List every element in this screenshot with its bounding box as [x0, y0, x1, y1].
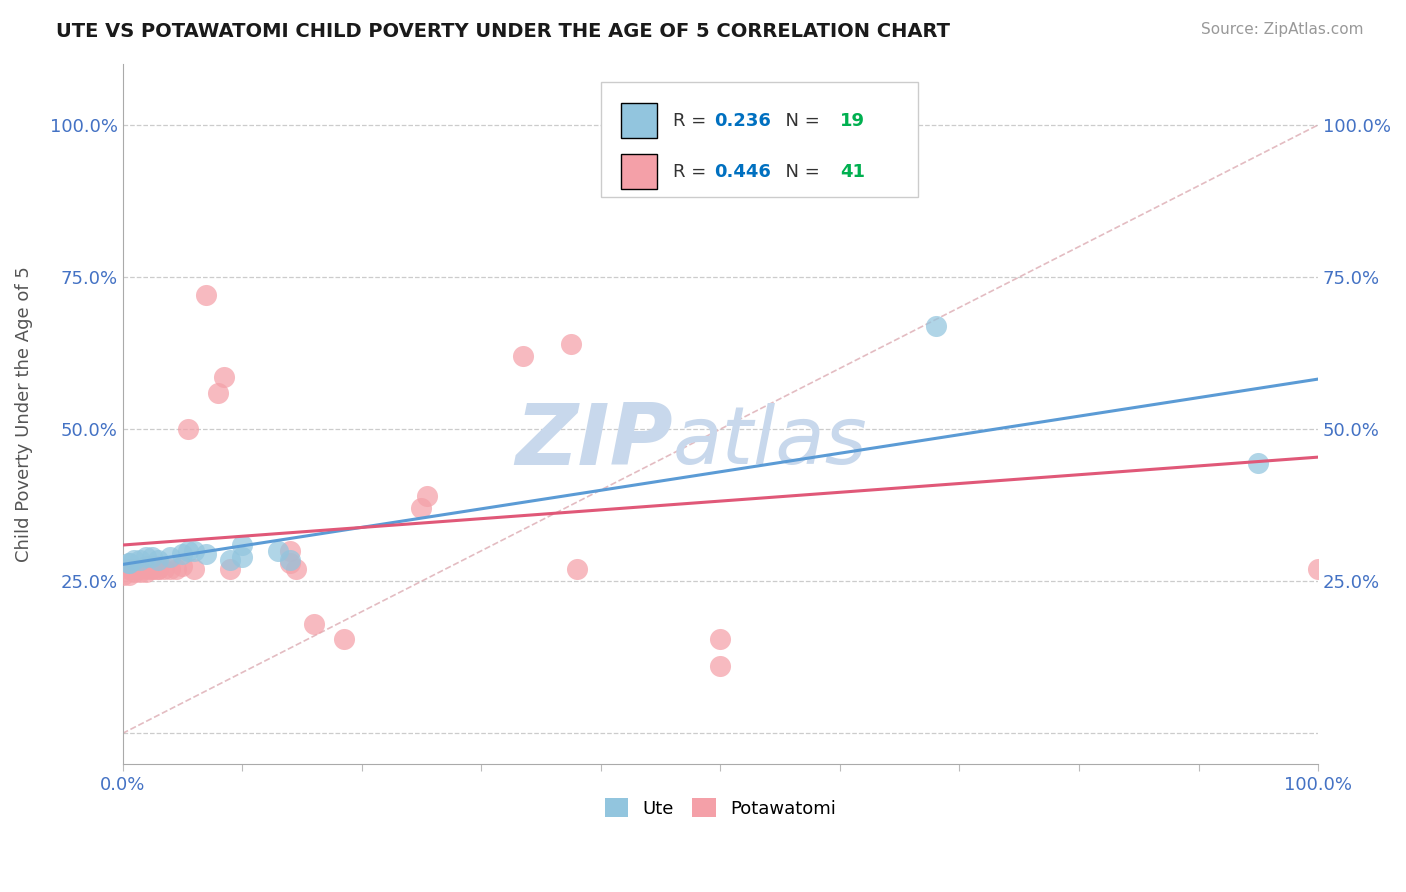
Text: 41: 41	[839, 163, 865, 181]
Point	[148, 559, 170, 574]
Point	[302, 616, 325, 631]
Point	[159, 549, 181, 564]
Point	[124, 565, 146, 579]
Point	[117, 556, 139, 570]
Point	[1308, 562, 1330, 576]
Point	[924, 318, 946, 333]
Point	[278, 553, 301, 567]
Point	[267, 544, 290, 558]
Text: UTE VS POTAWATOMI CHILD POVERTY UNDER THE AGE OF 5 CORRELATION CHART: UTE VS POTAWATOMI CHILD POVERTY UNDER TH…	[56, 22, 950, 41]
Point	[278, 544, 301, 558]
Point	[172, 547, 194, 561]
Point	[129, 562, 152, 576]
Point	[165, 562, 187, 576]
Point	[560, 337, 582, 351]
Point	[135, 559, 157, 574]
FancyBboxPatch shape	[600, 81, 918, 197]
Point	[177, 422, 200, 436]
Point	[332, 632, 354, 646]
Point	[135, 562, 157, 576]
Point	[153, 562, 176, 576]
Point	[141, 562, 163, 576]
Text: R =: R =	[672, 112, 711, 130]
Point	[278, 556, 301, 570]
Point	[124, 562, 146, 576]
Point	[135, 549, 157, 564]
Point	[212, 370, 235, 384]
Point	[284, 562, 307, 576]
Point	[195, 288, 218, 302]
Y-axis label: Child Poverty Under the Age of 5: Child Poverty Under the Age of 5	[15, 266, 32, 562]
Point	[219, 553, 242, 567]
Text: 0.446: 0.446	[714, 163, 772, 181]
Point	[129, 553, 152, 567]
Point	[1247, 456, 1270, 470]
Text: N =: N =	[775, 163, 825, 181]
FancyBboxPatch shape	[621, 154, 657, 189]
Text: N =: N =	[775, 112, 825, 130]
Point	[117, 556, 139, 570]
Point	[177, 544, 200, 558]
Text: R =: R =	[672, 163, 711, 181]
Point	[111, 568, 134, 582]
Point	[141, 559, 163, 574]
Point	[124, 562, 146, 576]
Point	[709, 632, 731, 646]
Legend: Ute, Potawatomi: Ute, Potawatomi	[598, 790, 844, 825]
Point	[709, 145, 731, 160]
Point	[231, 538, 253, 552]
Point	[148, 562, 170, 576]
Point	[135, 565, 157, 579]
Text: atlas: atlas	[672, 403, 868, 481]
Text: Source: ZipAtlas.com: Source: ZipAtlas.com	[1201, 22, 1364, 37]
Point	[709, 659, 731, 673]
Point	[159, 562, 181, 576]
Point	[141, 562, 163, 576]
Point	[231, 549, 253, 564]
Point	[117, 568, 139, 582]
Point	[565, 562, 588, 576]
Point	[129, 565, 152, 579]
Point	[183, 544, 205, 558]
Point	[207, 385, 229, 400]
Point	[148, 562, 170, 576]
Point	[117, 562, 139, 576]
Point	[411, 501, 433, 516]
Point	[141, 549, 163, 564]
FancyBboxPatch shape	[621, 103, 657, 138]
Point	[172, 559, 194, 574]
Point	[416, 489, 439, 503]
Point	[148, 553, 170, 567]
Point	[183, 562, 205, 576]
Point	[124, 553, 146, 567]
Point	[195, 547, 218, 561]
Text: 19: 19	[839, 112, 865, 130]
Point	[512, 349, 534, 363]
Text: 0.236: 0.236	[714, 112, 772, 130]
Text: ZIP: ZIP	[515, 401, 672, 483]
Point	[219, 562, 242, 576]
